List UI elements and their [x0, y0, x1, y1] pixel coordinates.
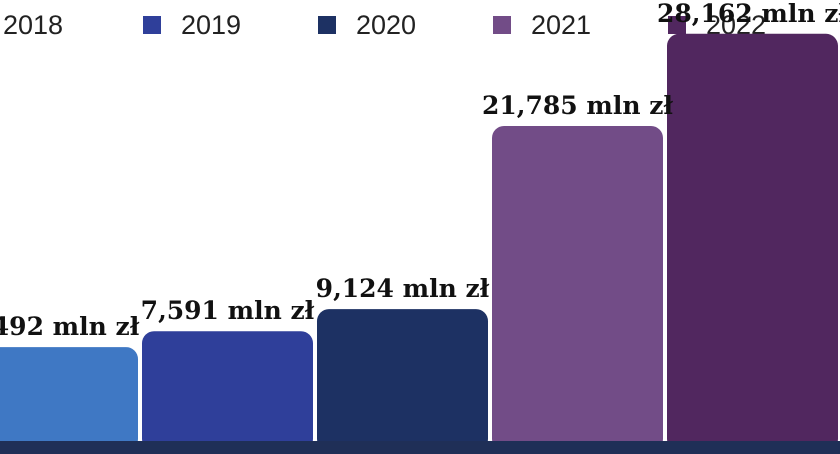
legend-swatch-2019: [143, 16, 161, 34]
legend-label-2020: 2020: [356, 10, 416, 40]
legend-swatch-2020: [318, 16, 336, 34]
bars: [0, 33, 838, 452]
legend-swatch-2022: [668, 16, 686, 34]
value-label-2020: 9,124 mln zł: [316, 274, 490, 303]
legend: 2018 2019 2020 2021 2022: [3, 10, 766, 40]
value-label-2018: 6,492 mln zł: [0, 312, 140, 341]
value-label-2019: 7,591 mln zł: [141, 296, 315, 325]
bar-2018: [0, 347, 138, 451]
value-label-2022: 28,162 mln zł: [657, 0, 840, 28]
legend-label-2018: 2018: [3, 10, 63, 40]
bar-2022: [667, 33, 838, 452]
value-label-2021: 21,785 mln zł: [482, 91, 673, 120]
bar-2019: [142, 331, 313, 451]
legend-swatch-2021: [493, 16, 511, 34]
legend-label-2021: 2021: [531, 10, 591, 40]
bar-2020: [317, 309, 488, 451]
legend-label-2019: 2019: [181, 10, 241, 40]
baseline-bar: [0, 441, 840, 454]
value-labels: 6,492 mln zł7,591 mln zł9,124 mln zł 21,7…: [0, 0, 840, 341]
bar-2021: [492, 126, 663, 452]
